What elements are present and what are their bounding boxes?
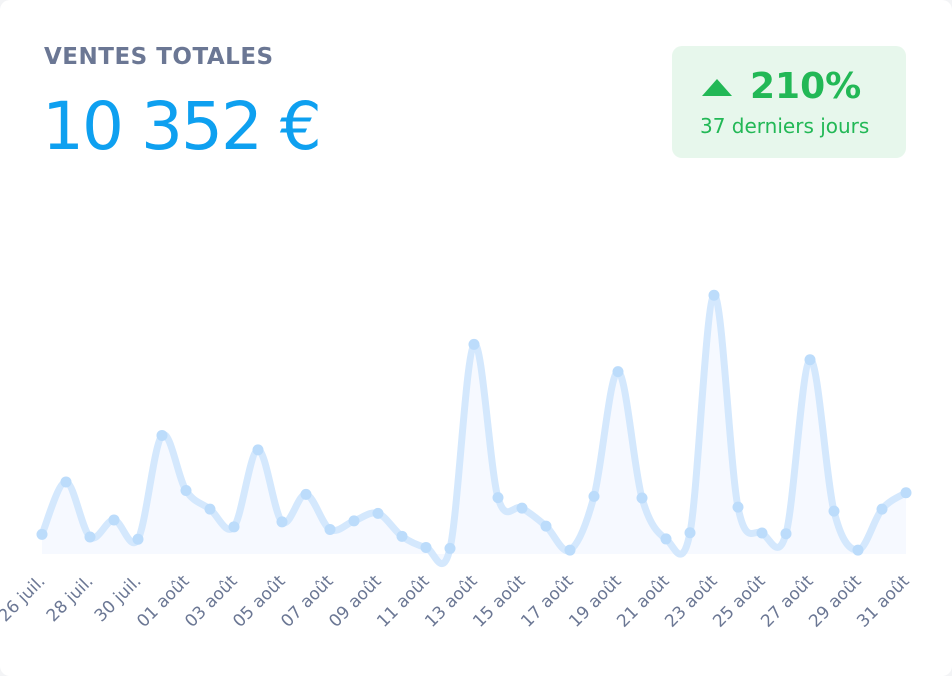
data-point[interactable]: 26 juil. (36, 528, 48, 540)
sales-area (42, 295, 906, 564)
data-point[interactable]: 11 août (420, 541, 432, 553)
data-point[interactable]: 22 août (684, 527, 696, 539)
total-sales-value: 10 352 € (42, 88, 322, 165)
data-point[interactable]: 14 août (492, 492, 504, 504)
x-tick-label: 03 août (181, 571, 242, 632)
data-point[interactable]: 21 août (660, 533, 672, 545)
data-point[interactable]: 10 août (396, 530, 408, 542)
x-tick-label: 15 août (469, 571, 530, 632)
data-point[interactable]: 13 août (468, 338, 480, 350)
x-tick-label: 26 juil. (0, 571, 50, 626)
data-point[interactable]: 15 août (516, 502, 528, 514)
change-badge: 210% 37 derniers jours (672, 46, 906, 158)
data-point[interactable]: 07 août (324, 523, 336, 535)
data-point[interactable]: 31 juil. (156, 429, 168, 441)
x-tick-label: 31 août (853, 571, 914, 632)
change-percent: 210% (750, 66, 862, 107)
x-tick-label: 19 août (565, 571, 626, 632)
x-tick-label: 01 août (133, 571, 194, 632)
x-tick-label: 13 août (421, 571, 482, 632)
x-tick-label: 05 août (229, 571, 290, 632)
data-point[interactable]: 04 août (252, 444, 264, 456)
data-point[interactable]: 26 août (780, 528, 792, 540)
data-point[interactable]: 08 août (348, 515, 360, 527)
data-point[interactable]: 30 août (876, 503, 888, 515)
x-tick-label: 27 août (757, 571, 818, 632)
data-point[interactable]: 31 août (900, 487, 912, 499)
card-title: VENTES TOTALES (44, 44, 274, 70)
data-point[interactable]: 24 août (732, 501, 744, 513)
x-tick-label: 17 août (517, 571, 578, 632)
data-point[interactable]: 18 août (588, 490, 600, 502)
change-period: 37 derniers jours (700, 114, 870, 138)
x-tick-label: 29 août (805, 571, 866, 632)
data-point[interactable]: 27 juil. (60, 476, 72, 488)
x-tick-label: 28 juil. (43, 571, 98, 626)
data-point[interactable]: 20 août (636, 492, 648, 504)
data-point[interactable]: 03 août (228, 521, 240, 533)
data-point[interactable]: 28 août (828, 505, 840, 517)
data-point[interactable]: 29 juil. (108, 514, 120, 526)
data-point[interactable]: 23 août (708, 289, 720, 301)
data-point[interactable]: 12 août (444, 542, 456, 554)
x-tick-label: 11 août (373, 571, 434, 632)
data-point[interactable]: 19 août (612, 366, 624, 378)
data-point[interactable]: 28 juil. (84, 531, 96, 543)
data-point[interactable]: 27 août (804, 354, 816, 366)
data-point[interactable]: 16 août (540, 520, 552, 532)
x-tick-label: 25 août (709, 571, 770, 632)
x-tick-label: 21 août (613, 571, 674, 632)
data-point[interactable]: 29 août (852, 544, 864, 556)
data-point[interactable]: 25 août (756, 527, 768, 539)
data-point[interactable]: 06 août (300, 488, 312, 500)
data-point[interactable]: 09 août (372, 507, 384, 519)
x-tick-label: 23 août (661, 571, 722, 632)
triangle-up-icon (702, 79, 732, 96)
x-tick-label: 07 août (277, 571, 338, 632)
data-point[interactable]: 01 août (180, 484, 192, 496)
data-point[interactable]: 05 août (276, 516, 288, 528)
data-point[interactable]: 30 juil. (132, 533, 144, 545)
data-point[interactable]: 17 août (564, 544, 576, 556)
x-tick-label: 09 août (325, 571, 386, 632)
data-point[interactable]: 02 août (204, 503, 216, 515)
